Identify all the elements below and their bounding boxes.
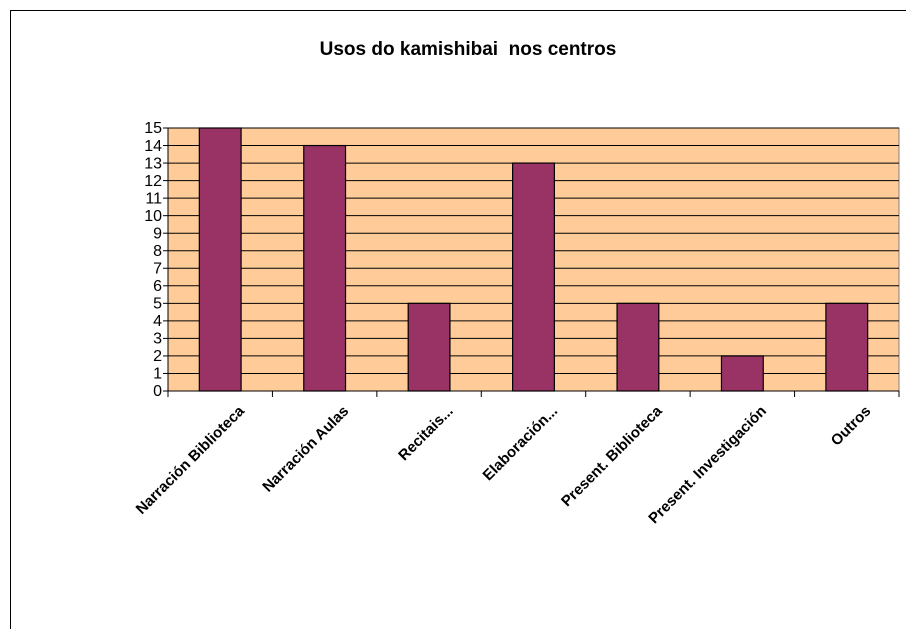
- y-tick-label: 2: [153, 348, 162, 365]
- x-tick-label: Present. Investigación: [645, 403, 770, 528]
- y-tick-label: 6: [153, 278, 162, 295]
- chart-title: Usos do kamishibai nos centros: [320, 39, 617, 60]
- y-tick-label: 8: [153, 243, 162, 260]
- bar: [825, 302, 869, 392]
- bar: [512, 162, 555, 392]
- bar: [198, 127, 242, 392]
- chart-frame: [10, 10, 906, 629]
- x-tick-label: Present. Biblioteca: [558, 402, 666, 510]
- x-tick-label: Narración Biblioteca: [133, 402, 249, 518]
- y-tick-label: 13: [144, 155, 162, 172]
- y-tick-label: 15: [144, 120, 162, 137]
- x-tick-label: Narración Aulas: [259, 403, 352, 496]
- y-tick-label: 11: [145, 190, 162, 207]
- bar: [303, 144, 347, 392]
- y-tick-label: 9: [153, 225, 162, 242]
- bar: [616, 302, 660, 392]
- y-tick-label: 12: [144, 173, 162, 190]
- y-tick-label: 0: [153, 383, 162, 400]
- y-tick-label: 1: [153, 366, 162, 383]
- x-tick-label: Recitais...: [395, 403, 457, 465]
- y-tick-label: 5: [153, 296, 162, 313]
- y-tick-label: 4: [153, 313, 162, 330]
- x-tick-label: Elaboración...: [480, 403, 562, 485]
- bar: [720, 355, 764, 392]
- y-tick-label: 10: [144, 208, 162, 225]
- y-tick-label: 3: [153, 331, 162, 348]
- y-tick-label: 14: [144, 138, 162, 155]
- bar: [407, 302, 451, 392]
- y-tick-label: 7: [153, 260, 162, 277]
- x-tick-label: Outros: [828, 403, 875, 450]
